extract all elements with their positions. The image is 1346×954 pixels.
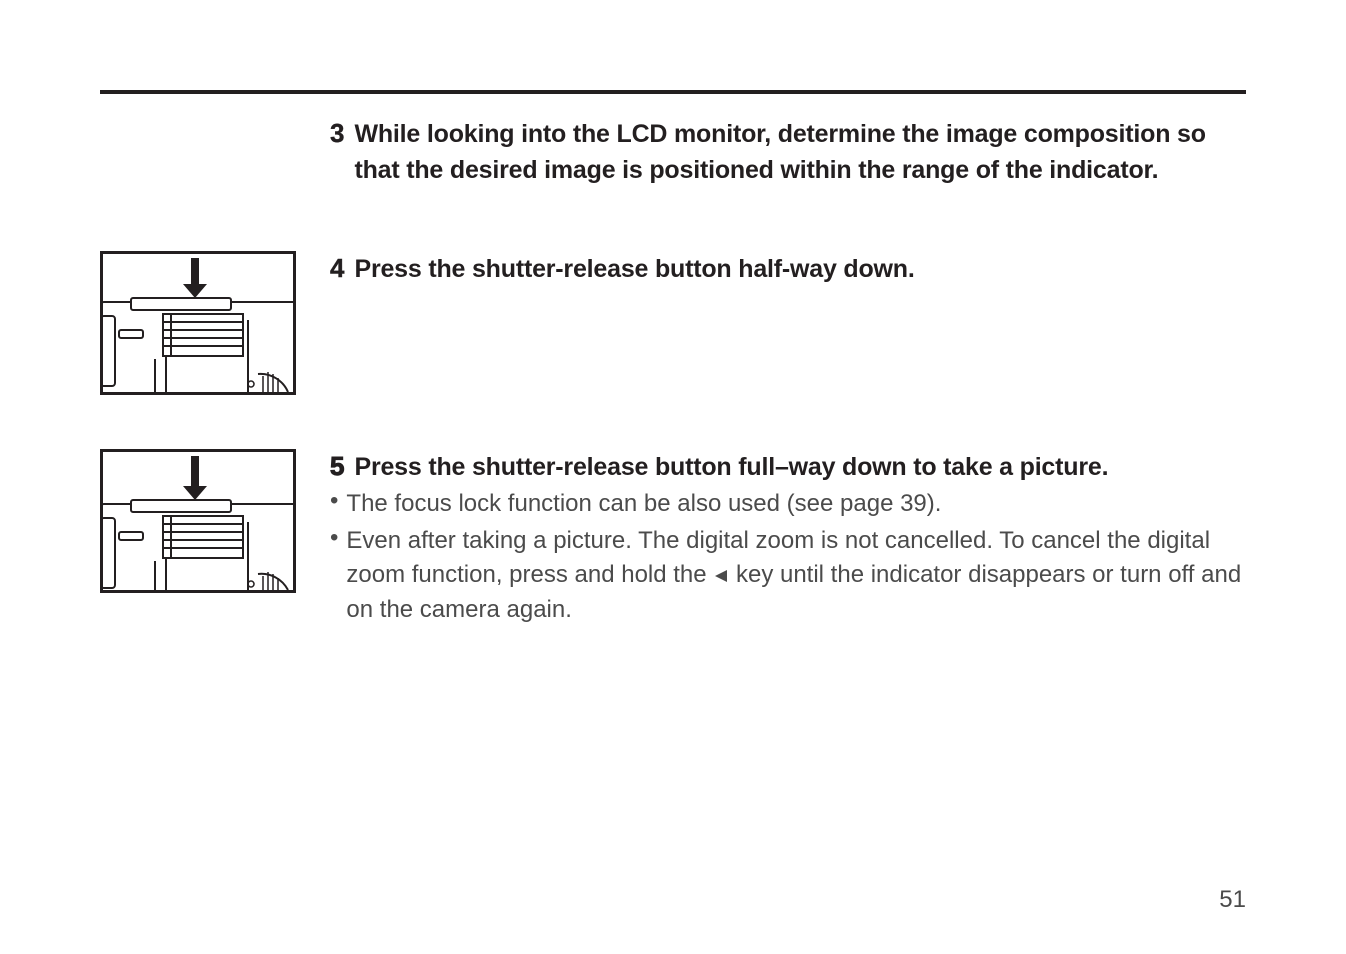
step-4-title: Press the shutter-release button half-wa…: [354, 251, 914, 287]
page-number: 51: [1219, 886, 1246, 914]
camera-diagram-full-press: [100, 449, 296, 593]
step-5-bullet-2: • Even after taking a picture. The digit…: [330, 524, 1246, 628]
step-5-bullet-2-text: Even after taking a picture. The digital…: [346, 524, 1246, 628]
bullet-dot-icon: •: [330, 487, 338, 515]
step-4-image-col: [100, 251, 330, 395]
step-5-number: 5: [330, 449, 344, 484]
left-arrow-icon: [713, 558, 729, 593]
step-3-number: 3: [330, 116, 344, 151]
step-3-title: While looking into the LCD monitor, dete…: [354, 116, 1246, 189]
step-5-image-col: [100, 449, 330, 593]
step-4-block: 4 Press the shutter-release button half-…: [100, 251, 1246, 395]
bullet-dot-icon: •: [330, 524, 338, 552]
step-5-bullet-1: • The focus lock function can be also us…: [330, 487, 1246, 522]
camera-full-press-icon: [103, 452, 293, 590]
step-5-bullet-1-text: The focus lock function can be also used…: [346, 487, 941, 522]
camera-half-press-icon: [103, 254, 293, 392]
camera-diagram-half-press: [100, 251, 296, 395]
step-5-title: Press the shutter-release button full–wa…: [354, 449, 1108, 485]
step-4-number: 4: [330, 251, 344, 286]
step-5-block: 5 Press the shutter-release button full–…: [100, 449, 1246, 628]
top-divider: [100, 90, 1246, 94]
step-3-block: 3 While looking into the LCD monitor, de…: [100, 116, 1246, 191]
manual-page: 3 While looking into the LCD monitor, de…: [0, 0, 1346, 954]
